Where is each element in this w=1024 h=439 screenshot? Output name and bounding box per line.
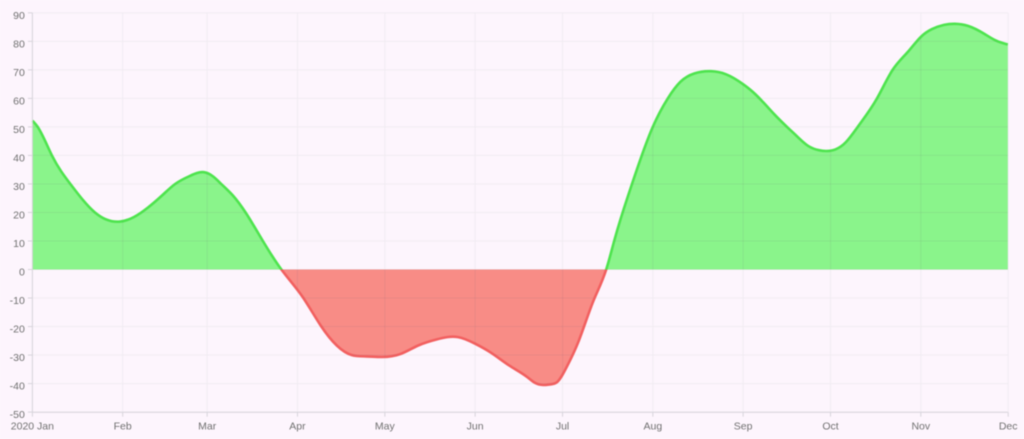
svg-text:20: 20 [13,209,25,221]
svg-text:Sep: Sep [734,421,753,433]
svg-text:-30: -30 [10,352,25,364]
svg-text:0: 0 [19,267,25,279]
svg-text:40: 40 [13,152,25,164]
svg-text:50: 50 [13,124,25,136]
svg-text:-10: -10 [10,295,25,307]
svg-text:May: May [375,421,396,433]
svg-text:Jul: Jul [556,421,569,433]
svg-text:80: 80 [13,38,25,50]
svg-text:Nov: Nov [911,421,930,433]
svg-text:-20: -20 [10,324,25,336]
svg-text:Apr: Apr [289,421,306,433]
svg-text:90: 90 [13,10,25,22]
svg-text:2020 Jan: 2020 Jan [11,421,54,433]
svg-text:Dec: Dec [999,421,1018,433]
svg-text:60: 60 [13,95,25,107]
svg-text:Feb: Feb [114,421,132,433]
svg-text:-40: -40 [10,381,25,393]
svg-text:Oct: Oct [822,421,838,433]
svg-text:-50: -50 [10,409,25,421]
svg-text:Mar: Mar [198,421,217,433]
svg-text:10: 10 [13,238,25,250]
svg-text:Jun: Jun [467,421,484,433]
svg-text:Aug: Aug [643,421,662,433]
svg-text:30: 30 [13,181,25,193]
svg-text:70: 70 [13,67,25,79]
